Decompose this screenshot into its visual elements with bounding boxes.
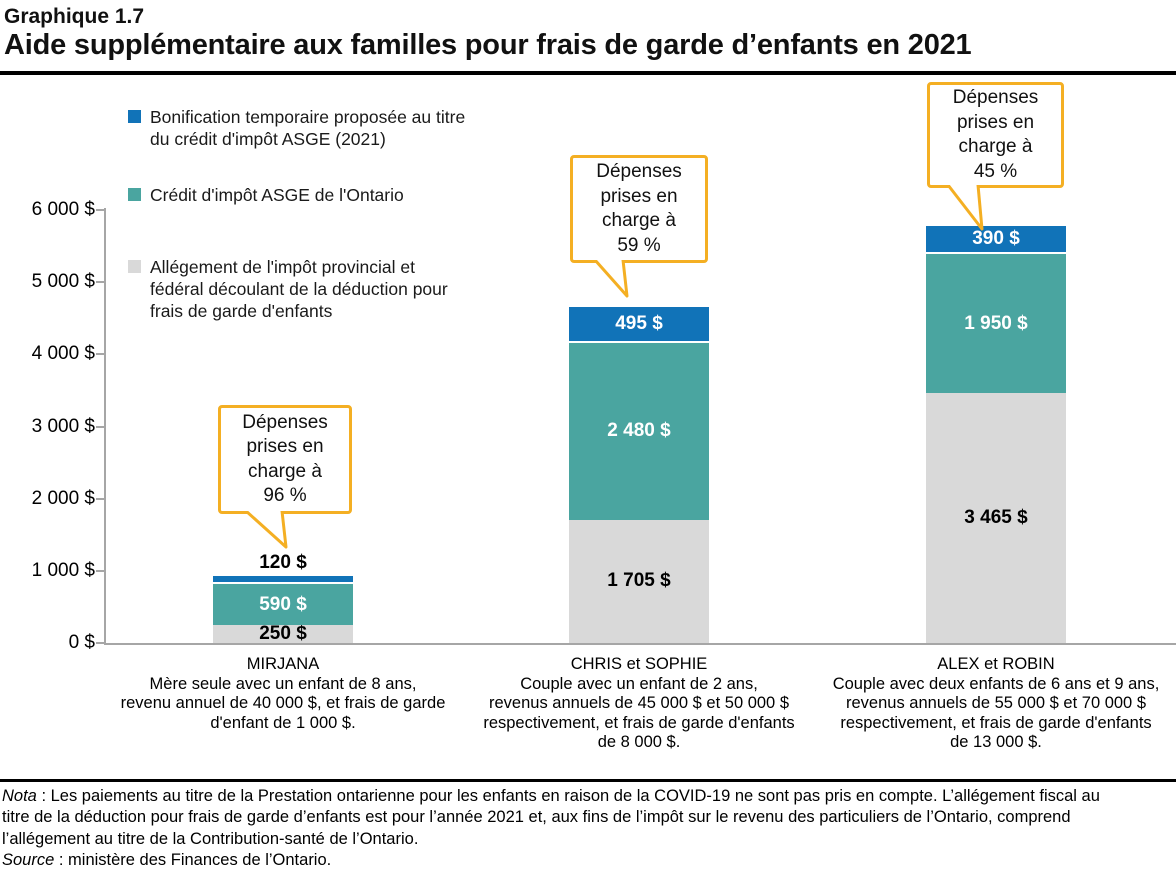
category-description-line: revenus annuels de 45 000 $ et 50 000 $ (489, 694, 789, 712)
nota-label: Nota (2, 787, 37, 805)
source-line: Source : ministère des Finances de l’Ont… (2, 850, 1174, 871)
callout-text-line: charge à (958, 136, 1033, 157)
source-text: : ministère des Finances de l’Ontario. (54, 850, 332, 869)
y-axis-tick-label: 1 000 $ (31, 559, 95, 581)
bar-segment: 495 $ (569, 305, 709, 341)
source-label: Source (2, 850, 55, 869)
bar-value-label: 120 $ (259, 551, 307, 573)
bar-segment: 390 $ (926, 224, 1066, 253)
legend-item-label: Bonification temporaire proposée au titr… (150, 106, 465, 150)
category-name: MIRJANA (246, 655, 320, 673)
nota-line-3: l’allégement au titre de la Contribution… (2, 829, 419, 848)
legend-label-line: du crédit d'impôt ASGE (2021) (150, 129, 386, 149)
y-axis-tick-label: 6 000 $ (31, 199, 95, 220)
y-axis-tick (96, 353, 105, 356)
bar-segment: 1 705 $ (569, 519, 709, 643)
callout-text-line: Dépenses (596, 161, 682, 182)
category-label: ALEX et ROBIN Couple avec deux enfants de… (806, 655, 1176, 753)
y-axis-tick (96, 642, 105, 644)
callout-text-line: prises en (246, 436, 324, 457)
bar-segment (213, 573, 353, 583)
callout-text-line: Dépenses (952, 87, 1039, 108)
callout-text-line: 96 % (263, 485, 307, 506)
notes-divider (0, 779, 1176, 782)
title-underline (0, 71, 1176, 75)
category-description-line: d'enfant de 1 000 $. (210, 713, 356, 732)
category-description-line: respectivement, et frais de garde d'enfa… (840, 713, 1152, 732)
category-description-line: Mère seule avec un enfant de 8 ans, (149, 674, 417, 693)
legend-item-label: Allégement de l'impôt provincial et fédér… (150, 256, 448, 322)
legend-item: Crédit d'impôt ASGE de l'Ontario (128, 184, 404, 206)
figure-number: Graphique 1.7 (4, 5, 145, 28)
legend-swatch-icon (128, 110, 141, 123)
bar-value-label: 495 $ (615, 313, 663, 335)
callout-text-line: Dépenses (242, 411, 328, 433)
bar-value-label: 3 465 $ (964, 506, 1028, 528)
legend-swatch-icon (128, 260, 141, 273)
category-name: CHRIS et SOPHIE (570, 655, 708, 673)
y-axis-tick (96, 497, 105, 500)
callout-bubble: Dépenses prises en charge à 59 % (570, 155, 708, 263)
notes-block: Nota : Les paiements au titre de la Pres… (2, 786, 1174, 871)
bar-value-label: 1 950 $ (964, 312, 1028, 334)
y-axis-tick-label: 5 000 $ (31, 271, 95, 293)
y-axis-line (104, 208, 106, 645)
callout-text-line: prises en (600, 185, 678, 207)
category-description-line: de 13 000 $. (950, 733, 1042, 751)
nota-text-1: : Les paiements au titre de la Prestatio… (36, 787, 1100, 805)
y-axis-tick-label: 2 000 $ (31, 487, 95, 509)
category-label: CHRIS et SOPHIE Couple avec un enfant de … (449, 655, 829, 753)
y-axis-tick (96, 281, 105, 284)
bar-segment: 1 950 $ (926, 252, 1066, 393)
category-description-line: de 8 000 $. (597, 733, 681, 751)
callout-text-line: charge à (602, 210, 676, 231)
legend-swatch-icon (128, 188, 141, 201)
bar-value-label: 2 480 $ (607, 420, 671, 442)
legend-item: Bonification temporaire proposée au titr… (128, 106, 465, 150)
legend-label-line: Bonification temporaire proposée au titr… (150, 107, 466, 127)
bar-value-label: 390 $ (972, 228, 1020, 250)
figure-title: Aide supplémentaire aux familles pour fr… (4, 29, 972, 61)
nota-line-1: Nota : Les paiements au titre de la Pres… (2, 786, 1174, 807)
callout-text-line: 59 % (617, 234, 661, 256)
category-description-line: revenu annuel de 40 000 $, et frais de g… (120, 694, 446, 712)
legend-item: Allégement de l'impôt provincial et fédér… (128, 256, 448, 322)
callout-text-line: charge à (248, 460, 322, 482)
nota-line-2: titre de la déduction pour frais de gard… (2, 808, 1071, 827)
legend-label-line: Crédit d'impôt ASGE de l'Ontario (150, 185, 404, 205)
bar-segment: 590 $ (213, 582, 353, 625)
callout-text-line: 45 % (973, 160, 1018, 182)
category-description-line: revenus annuels de 55 000 $ et 70 000 $ (846, 694, 1146, 712)
y-axis-tick (96, 209, 105, 211)
callout-tail (244, 511, 288, 549)
bar-segment: 2 480 $ (569, 340, 709, 520)
legend-label-line: frais de garde d'enfants (150, 301, 333, 321)
category-description-line: Couple avec un enfant de 2 ans, (520, 674, 758, 693)
x-axis-line (104, 643, 1176, 645)
y-axis-tick (96, 569, 105, 572)
category-label: MIRJANA Mère seule avec un enfant de 8 an… (93, 655, 473, 733)
y-axis-tick (96, 425, 105, 428)
callout-text-line: prises en (956, 111, 1035, 133)
category-description-line: Couple avec deux enfants de 6 ans et 9 a… (832, 674, 1160, 693)
bar-value-label: 250 $ (259, 622, 307, 644)
y-axis-tick-label: 4 000 $ (31, 343, 95, 365)
callout-bubble: Dépenses prises en charge à 45 % (927, 82, 1064, 188)
legend-label-line: fédéral découlant de la déduction pour (150, 279, 448, 299)
callout-bubble: Dépenses prises en charge à 96 % (218, 405, 352, 514)
bar-segment: 3 465 $ (926, 392, 1066, 643)
category-name: ALEX et ROBIN (937, 655, 1055, 673)
y-axis-tick-label: 3 000 $ (31, 415, 95, 437)
category-description-line: respectivement, et frais de garde d'enfa… (483, 713, 795, 732)
bar-value-label: 590 $ (259, 593, 307, 615)
callout-tail (593, 260, 629, 298)
bar-segment: 250 $ (213, 622, 353, 644)
legend-item-label: Crédit d'impôt ASGE de l'Ontario (150, 184, 404, 206)
bar-value-label: 1 705 $ (607, 570, 671, 592)
legend-label-line: Allégement de l'impôt provincial et (150, 257, 416, 277)
y-axis-tick-label: 0 $ (68, 632, 95, 653)
callout-tail (946, 185, 984, 231)
